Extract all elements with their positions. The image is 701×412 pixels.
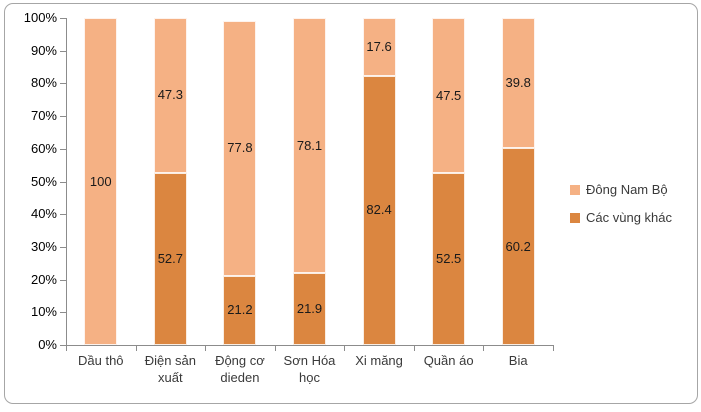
x-category-label: Bia xyxy=(508,353,528,368)
legend-item: Các vùng khác xyxy=(570,210,672,225)
y-axis-tick xyxy=(60,312,66,314)
x-axis-tick xyxy=(66,346,67,351)
y-axis-tick xyxy=(60,116,66,118)
legend-label: Đông Nam Bộ xyxy=(586,182,668,197)
bar-segment-cac-vung-khac xyxy=(432,173,466,345)
bar-segment-cac-vung-khac xyxy=(293,273,326,345)
legend-label: Các vùng khác xyxy=(586,210,672,225)
bar-segment-cac-vung-khac xyxy=(153,172,187,345)
bar-segment-dong-nam-bo xyxy=(223,21,257,276)
data-label: 21.9 xyxy=(296,301,323,317)
chart-frame-border xyxy=(4,3,698,404)
x-axis-tick xyxy=(135,346,137,351)
bar-segment-dong-nam-bo xyxy=(432,18,466,174)
data-label: 17.6 xyxy=(366,38,392,54)
legend-item: Đông Nam Bộ xyxy=(570,182,672,197)
bar-segment-cac-vung-khac xyxy=(362,75,396,345)
y-axis-tick xyxy=(60,18,66,19)
y-axis-tick-label: 50% xyxy=(30,173,57,189)
y-axis-line xyxy=(66,18,67,346)
y-axis-tick-label: 30% xyxy=(30,238,57,254)
data-label: 60.2 xyxy=(505,238,531,254)
y-axis-tick-label: 0% xyxy=(38,337,57,352)
data-label: 52.7 xyxy=(157,250,183,266)
y-axis-tick xyxy=(60,50,66,52)
x-axis-tick xyxy=(553,346,554,351)
bar-segment-cac-vung-khac xyxy=(223,275,257,345)
x-axis-tick xyxy=(483,346,485,351)
bar-segment-dong-nam-bo xyxy=(84,18,118,345)
y-axis-tick xyxy=(60,279,66,281)
y-axis-tick-label: 100% xyxy=(23,10,57,25)
x-category-label: Xi măng xyxy=(355,353,403,368)
x-axis-line xyxy=(66,345,554,346)
y-axis-tick-label: 80% xyxy=(30,75,57,91)
y-axis-tick xyxy=(60,181,66,183)
data-label: 78.1 xyxy=(296,137,323,153)
x-category-label: Quần áo xyxy=(423,353,474,368)
y-axis-tick xyxy=(60,83,66,85)
x-category-label: Dầu thô xyxy=(78,353,124,368)
x-category-label: Điện sản xuất xyxy=(144,353,196,385)
x-axis-tick xyxy=(274,346,276,351)
data-label: 47.5 xyxy=(435,87,462,103)
x-axis-tick xyxy=(205,346,207,351)
bar-segment-dong-nam-bo xyxy=(153,18,187,173)
bar-segment-dong-nam-bo xyxy=(501,18,535,149)
x-category-label: Sơn Hóa học xyxy=(283,353,336,385)
data-label: 52.5 xyxy=(435,251,462,267)
chart-legend: Đông Nam Bộ Các vùng khác xyxy=(570,182,672,238)
y-axis-tick-label: 10% xyxy=(30,304,57,320)
x-category-label: Động cơ dieden xyxy=(215,353,265,385)
data-label: 100 xyxy=(89,173,112,189)
data-label: 47.3 xyxy=(157,87,183,103)
y-axis-tick-label: 20% xyxy=(30,271,57,287)
legend-swatch-icon xyxy=(570,184,580,195)
y-axis-tick xyxy=(60,345,66,346)
bar-segment-dong-nam-bo xyxy=(293,18,326,274)
data-label: 21.2 xyxy=(227,302,253,318)
x-axis-tick xyxy=(413,346,415,351)
y-axis-tick-label: 70% xyxy=(30,108,57,124)
x-axis-tick xyxy=(344,346,346,351)
y-axis-tick-label: 40% xyxy=(30,206,57,222)
y-axis-tick-label: 90% xyxy=(30,42,57,58)
y-axis-tick-label: 60% xyxy=(30,140,57,156)
bar-segment-dong-nam-bo xyxy=(362,18,396,76)
bar-segment-cac-vung-khac xyxy=(501,148,535,345)
data-label: 77.8 xyxy=(227,140,253,156)
y-axis-tick xyxy=(60,148,66,150)
legend-swatch-icon xyxy=(570,212,580,223)
data-label: 82.4 xyxy=(366,202,392,218)
y-axis-tick xyxy=(60,214,66,216)
data-label: 39.8 xyxy=(505,75,531,91)
y-axis-tick xyxy=(60,246,66,248)
